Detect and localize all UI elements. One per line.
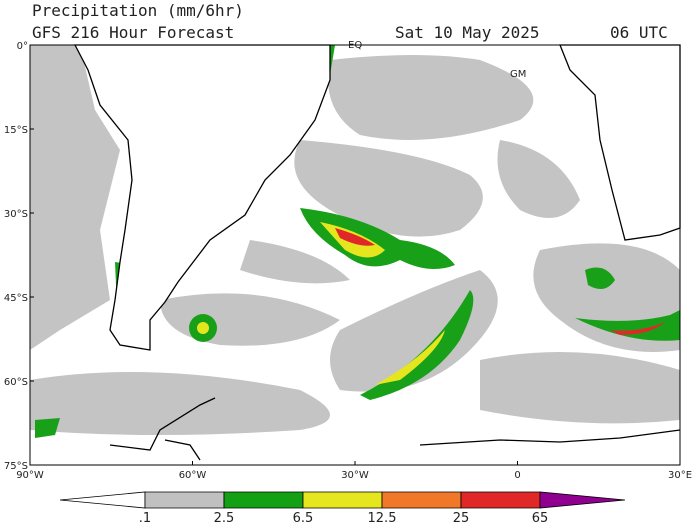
precip-area [330, 270, 498, 392]
title: Precipitation (mm/6hr) [32, 1, 244, 20]
axis-labels: 0° 15°S 30°S 45°S 60°S 75°S90°W 60°W 30°W 0 30°E [4, 41, 692, 481]
precip-cell [197, 322, 209, 334]
lat-label: 75°S [4, 461, 28, 472]
colorbar-label: 65 [532, 511, 549, 525]
lon-label: 0 [514, 470, 520, 481]
colorbar-segment [59, 491, 146, 509]
colorbar-segment [302, 491, 383, 509]
precip-cell [575, 310, 680, 341]
lon-label: 90°W [16, 470, 44, 481]
antarctica [109, 397, 681, 461]
lat-label: 15°S [4, 125, 28, 136]
precip-cell [585, 267, 615, 289]
colorbar-label: 12.5 [368, 511, 397, 525]
lat-label: 45°S [4, 293, 28, 304]
map: EQ GM [29, 40, 681, 466]
time: 06 UTC [610, 23, 668, 42]
colorbar-label: 25 [453, 511, 470, 525]
subtitle: GFS 216 Hour Forecast [32, 23, 234, 42]
colorbar-segment [460, 491, 541, 509]
place-label: GM [510, 69, 526, 80]
precip-area [497, 140, 580, 218]
lat-label: 0° [17, 41, 28, 52]
colorbar-segment [539, 491, 626, 509]
precip-cell [35, 418, 60, 438]
precip-cell [300, 208, 455, 269]
lat-label: 60°S [4, 377, 28, 388]
colorbar-segment [223, 491, 304, 509]
colorbar-segment [144, 491, 225, 509]
south-america [73, 44, 331, 351]
colorbar: .1 2.5 6.5 12.5 25 65 [59, 491, 626, 525]
date: Sat 10 May 2025 [395, 23, 540, 42]
lon-label: 30°W [341, 470, 369, 481]
colorbar-segment [381, 491, 462, 509]
precip-area [328, 55, 534, 140]
precip-area [30, 372, 330, 435]
colorbar-label: 6.5 [293, 511, 314, 525]
precip-area [240, 240, 350, 284]
lon-label: 60°W [179, 470, 207, 481]
lat-label: 30°S [4, 209, 28, 220]
lon-label: 30°E [668, 470, 692, 481]
colorbar-label: 2.5 [214, 511, 235, 525]
precip-cell [335, 228, 375, 246]
precip-area [294, 140, 483, 237]
precip-cell [610, 322, 665, 335]
precip-cell [360, 290, 474, 400]
place-label: EQ [348, 40, 362, 51]
colorbar-label: .1 [139, 511, 151, 525]
precip-area [480, 352, 680, 424]
precip-area [30, 45, 120, 350]
